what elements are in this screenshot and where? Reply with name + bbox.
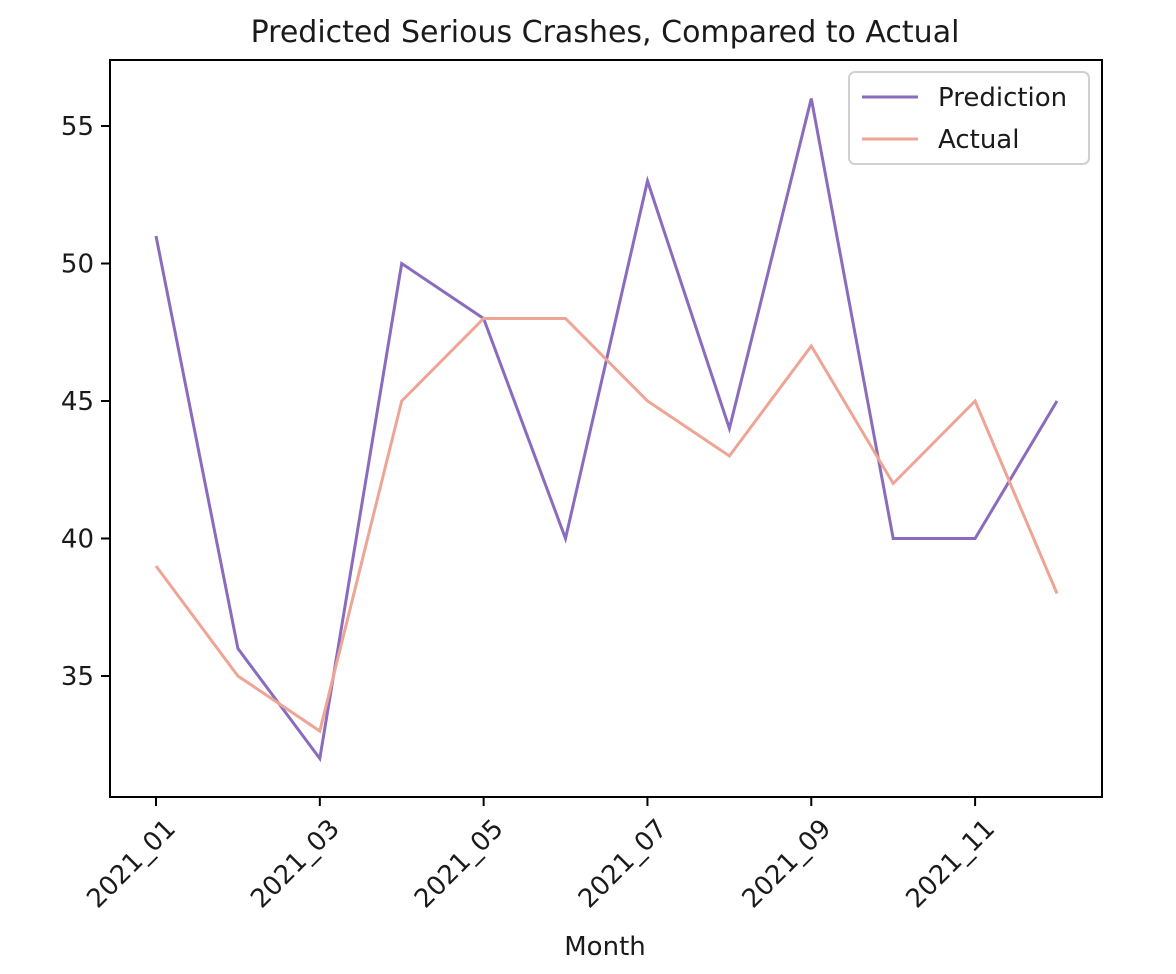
chart-title: Predicted Serious Crashes, Compared to A… <box>251 15 960 50</box>
y-tick-label: 50 <box>61 250 94 280</box>
y-tick-label: 55 <box>61 112 94 142</box>
y-tick-label: 40 <box>61 525 94 555</box>
x-axis-label: Month <box>564 932 646 962</box>
actual-legend-label: Actual <box>938 125 1019 155</box>
legend: Prediction Actual <box>849 72 1089 164</box>
prediction-legend-label: Prediction <box>938 83 1067 113</box>
y-tick-label: 35 <box>61 662 94 692</box>
y-tick-label: 45 <box>61 387 94 417</box>
